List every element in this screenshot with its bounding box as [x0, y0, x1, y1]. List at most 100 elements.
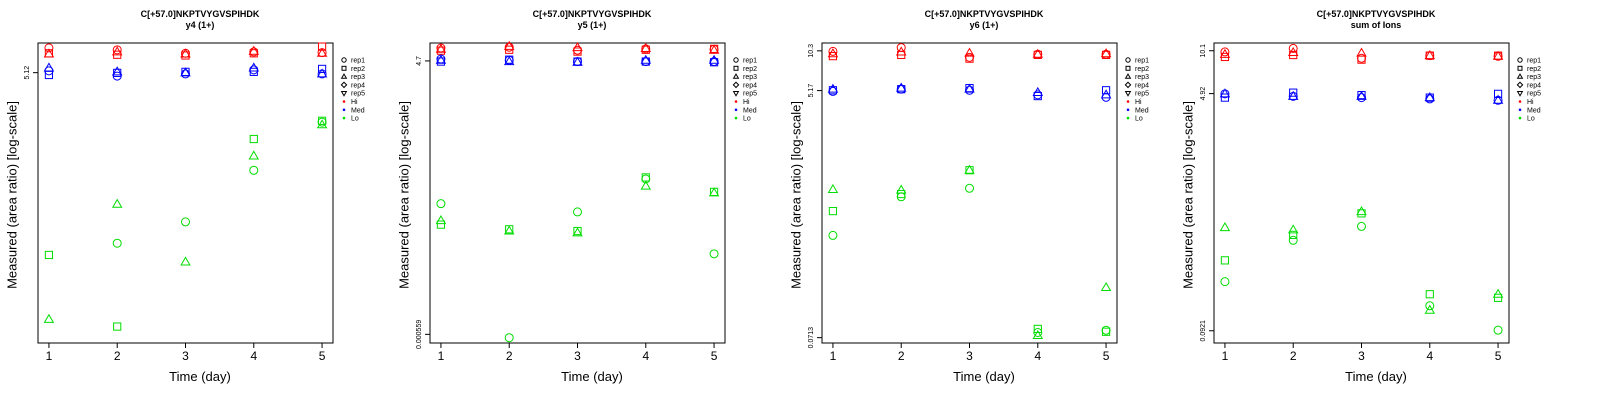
data-point	[1492, 94, 1504, 104]
x-axis-label: Time (day)	[953, 369, 1015, 384]
data-point	[965, 54, 974, 63]
data-point	[1289, 88, 1298, 97]
data-point	[828, 206, 838, 216]
x-tick-label: 1	[1222, 349, 1229, 363]
data-point	[316, 68, 328, 78]
data-point	[504, 333, 514, 343]
legend-label: Med	[1135, 107, 1149, 114]
legend-color-dot	[1518, 108, 1522, 112]
legend-marker	[1124, 81, 1132, 89]
data-point	[1424, 50, 1436, 60]
chart-subtitle: y6 (1+)	[969, 20, 999, 30]
plot-frame	[37, 42, 334, 344]
data-point	[1100, 281, 1112, 292]
legend-label: Hi	[1527, 99, 1534, 106]
data-point	[248, 150, 260, 160]
data-point	[503, 225, 515, 235]
chart-title: C[+57.0]NKPTVYGVSPIHDK	[1316, 9, 1436, 19]
x-tick-label: 5	[1495, 349, 1502, 363]
data-point	[1220, 256, 1230, 265]
legend-label: rep2	[351, 66, 365, 73]
chart-title: C[+57.0]NKPTVYGVSPIHDK	[532, 9, 652, 19]
data-point	[1425, 290, 1434, 299]
data-point	[573, 47, 582, 56]
legend-color-dot	[734, 100, 738, 103]
chart-panel: C[+57.0]NKPTVYGVSPIHDK y4 (1+) Time (day) M…	[0, 0, 400, 400]
x-tick-label: 4	[642, 349, 649, 363]
legend-marker	[340, 91, 348, 97]
legend-marker	[1516, 81, 1524, 89]
y-tick-label: 4.92	[1200, 87, 1207, 101]
legend-label: rep5	[1527, 91, 1541, 98]
chart-panel: C[+57.0]NKPTVYGVSPIHDK sum of Ions Time (d…	[1176, 0, 1576, 400]
data-point	[1493, 293, 1503, 302]
data-point	[895, 82, 907, 92]
data-point	[828, 46, 838, 56]
data-point	[44, 250, 54, 260]
legend-marker	[341, 57, 347, 63]
legend-label: Hi	[351, 99, 358, 106]
chart-subtitle: sum of Ions	[1350, 20, 1402, 30]
data-point	[572, 42, 583, 52]
data-point	[965, 183, 974, 193]
x-tick-label: 5	[319, 349, 326, 363]
chart-subtitle: y4 (1+)	[185, 20, 215, 30]
data-point	[249, 67, 258, 76]
data-point	[317, 42, 327, 51]
data-point	[43, 62, 55, 72]
data-point	[641, 57, 651, 67]
y-tick-label: 0.000559	[416, 320, 423, 349]
x-tick-label: 3	[182, 349, 189, 363]
legend-color-dot	[1518, 116, 1522, 120]
data-point	[1033, 324, 1042, 334]
x-tick-label: 3	[574, 349, 581, 363]
y-tick-label: 5.12	[24, 66, 31, 80]
x-tick-label: 1	[46, 349, 53, 363]
y-tick-label: 5.17	[808, 84, 815, 98]
data-point	[1220, 93, 1230, 102]
legend-color-dot	[1126, 116, 1130, 120]
y-tick-label: 10.1	[1200, 44, 1207, 58]
x-tick-label: 1	[830, 349, 837, 363]
data-point	[1356, 205, 1367, 216]
legend-color-dot	[734, 116, 738, 120]
legend-marker	[732, 81, 740, 89]
legend-label: rep3	[1135, 74, 1149, 81]
data-point	[1492, 50, 1504, 60]
legend-color-dot	[1126, 108, 1130, 112]
data-point	[1100, 48, 1112, 58]
data-point	[964, 164, 975, 174]
legend-color-dot	[342, 116, 346, 120]
legend-label: rep1	[1527, 58, 1541, 65]
data-point	[111, 46, 123, 56]
data-point	[895, 184, 907, 194]
data-point	[708, 187, 720, 197]
data-point	[436, 199, 446, 209]
data-point	[1219, 48, 1231, 58]
data-point	[897, 189, 906, 199]
x-tick-label: 3	[1358, 349, 1365, 363]
legend-color-dot	[1518, 100, 1522, 103]
chart-panel: C[+57.0]NKPTVYGVSPIHDK y5 (1+) Time (day) M…	[392, 0, 792, 400]
legend-label: rep1	[351, 58, 365, 65]
legend-label: Med	[351, 107, 365, 114]
data-point	[1101, 325, 1111, 335]
data-point	[249, 134, 258, 144]
data-point	[708, 44, 720, 54]
data-point	[1101, 86, 1111, 95]
y-tick-label: 10.3	[808, 44, 815, 58]
data-point	[249, 165, 259, 175]
legend-marker	[733, 65, 739, 71]
data-point	[1492, 288, 1504, 298]
data-point	[1425, 51, 1434, 60]
plot-frame	[429, 42, 726, 344]
legend-marker	[1125, 57, 1131, 63]
data-point	[248, 45, 260, 55]
data-point	[113, 322, 122, 331]
data-point	[503, 55, 515, 66]
legend-label: Lo	[1135, 116, 1143, 123]
legend-label: rep1	[743, 58, 757, 65]
